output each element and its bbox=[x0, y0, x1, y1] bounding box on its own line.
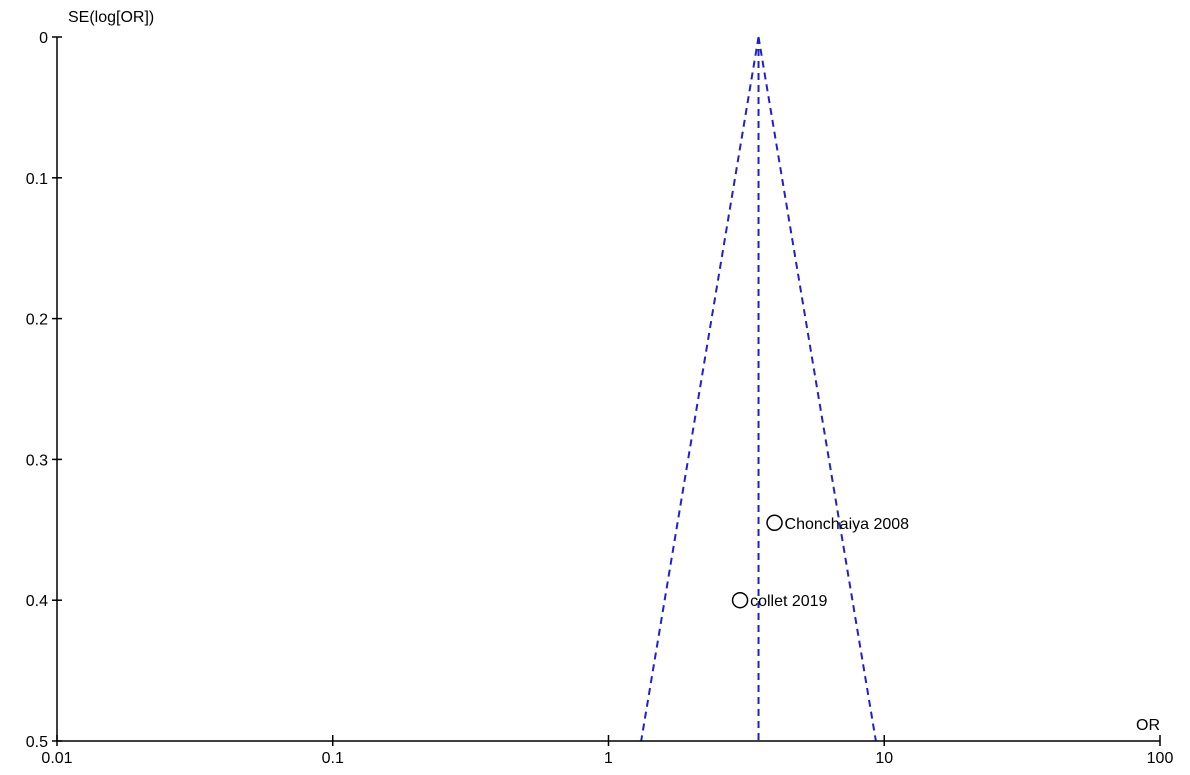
y-axis-title: SE(log[OR]) bbox=[68, 9, 154, 26]
y-tick-label-4: 0.4 bbox=[26, 593, 48, 610]
study-label-0: Chonchaiya 2008 bbox=[785, 516, 910, 533]
x-tick-label-2: 1 bbox=[604, 750, 613, 767]
y-tick-label-0: 0 bbox=[39, 30, 48, 47]
x-tick-label-3: 10 bbox=[875, 750, 893, 767]
funnel-lines bbox=[640, 36, 877, 742]
study-point-0 bbox=[766, 514, 783, 532]
y-tick-label-5: 0.5 bbox=[26, 734, 48, 751]
x-tick-label-4: 100 bbox=[1147, 750, 1174, 767]
y-ticks: 0 0.1 0.2 0.3 0.4 0.5 bbox=[26, 30, 62, 751]
y-tick-label-3: 0.3 bbox=[26, 452, 48, 469]
study-label-1: collet 2019 bbox=[750, 593, 827, 610]
study-point-1 bbox=[731, 591, 749, 609]
axes bbox=[56, 37, 1160, 742]
x-ticks: 0.01 0.1 1 10 100 bbox=[41, 735, 1173, 767]
x-axis-title: OR bbox=[1136, 717, 1160, 734]
funnel-left-line bbox=[640, 36, 760, 742]
funnel-right-line bbox=[757, 36, 877, 742]
x-tick-label-1: 0.1 bbox=[322, 750, 344, 767]
y-tick-label-2: 0.2 bbox=[26, 312, 48, 329]
y-tick-label-1: 0.1 bbox=[26, 171, 48, 188]
study-points: Chonchaiya 2008 collet 2019 bbox=[731, 514, 910, 610]
x-tick-label-0: 0.01 bbox=[41, 750, 72, 767]
